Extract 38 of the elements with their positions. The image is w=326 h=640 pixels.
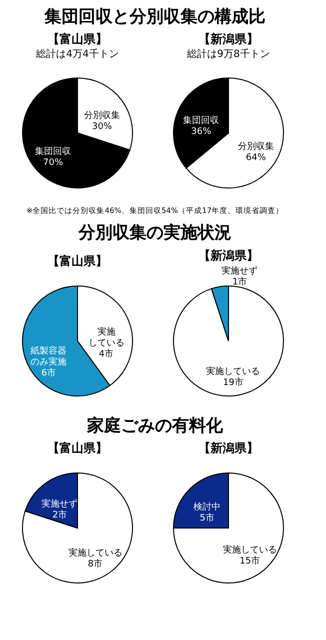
slice-label: 集団回収 — [183, 115, 220, 126]
data-label: 70% — [43, 158, 64, 168]
chart-title: 【新潟県】 — [198, 441, 258, 455]
slice-label: 実施している — [68, 547, 122, 558]
slice-label: 実施している — [88, 326, 124, 349]
data-label: 6市 — [41, 367, 56, 378]
slice-label: 分別収集 — [238, 140, 274, 152]
data-label: 19市 — [223, 376, 244, 388]
data-label: 4市 — [98, 348, 114, 360]
pie-slice — [173, 472, 284, 584]
text: 集団回収と分別収集の構成比 — [44, 7, 266, 27]
data-label: 2市 — [52, 510, 68, 521]
data-label: 36% — [191, 127, 212, 138]
chart-title: 【新潟県】 — [198, 248, 258, 262]
chart-title: 【富山県】 — [48, 441, 108, 455]
pie-slice — [22, 78, 130, 188]
chart-title: 【富山県】 — [48, 32, 108, 46]
slice-label: 検討中 — [194, 502, 221, 513]
chart-title: 【新潟県】 — [198, 32, 258, 46]
pie-slice — [22, 472, 133, 584]
pie-slice — [173, 286, 284, 396]
data-label: 64% — [246, 152, 266, 163]
text: 家庭ごみの有料化 — [86, 416, 224, 436]
chart-subtitle: 総計は4万4千トン — [35, 48, 119, 60]
chart-subtitle: 総計は9万8千トン — [186, 48, 270, 60]
slice-label: 実施せず — [222, 265, 258, 276]
slice-label: 紙製容器のみ実施 — [30, 345, 67, 368]
data-label: 5市 — [200, 512, 214, 524]
text: 分別収集の実施状況 — [78, 223, 232, 243]
slice-label: 実施している — [206, 366, 260, 377]
slice-label: 集団回収 — [35, 146, 72, 157]
data-label: 15市 — [240, 555, 260, 566]
data-label: 30% — [92, 122, 112, 132]
data-label: 1市 — [232, 276, 248, 288]
slice-label: 分別収集 — [84, 110, 120, 122]
slice-label: 実施している — [222, 544, 277, 556]
data-label: 8市 — [88, 558, 103, 570]
chart-title: 【富山県】 — [48, 254, 108, 268]
